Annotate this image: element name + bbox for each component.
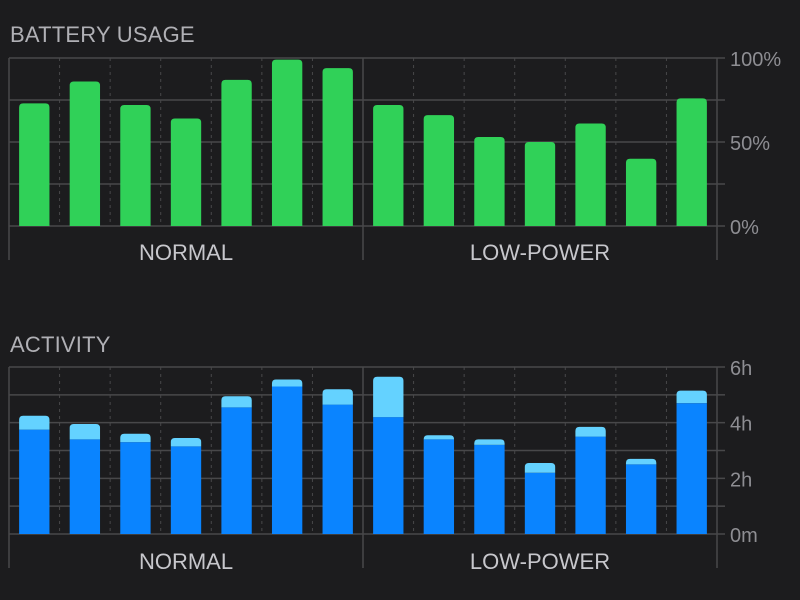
bar [221, 79, 252, 226]
bar-segment [474, 444, 505, 534]
bar-segment [625, 458, 657, 465]
battery-usage-panel: BATTERY USAGE 0% 50% 100% NORMAL LOW-POWER [8, 22, 781, 265]
bar [170, 118, 202, 226]
battery-usage-title: BATTERY USAGE [10, 22, 195, 47]
bar-segment [271, 386, 303, 534]
activity-panel: ACTIVITY 0m 2h 4h 6h NORMAL LOW-POWER [0, 310, 800, 600]
bar [423, 115, 455, 226]
group-label: NORMAL [139, 240, 233, 265]
bar-segment [19, 429, 50, 534]
y-tick-label: 4h [730, 414, 752, 436]
bar [625, 158, 657, 226]
y-tick-label: 0% [730, 217, 759, 239]
bar-segment [170, 446, 202, 534]
group-label: LOW-POWER [470, 549, 610, 574]
bar-segment [575, 436, 606, 534]
bar [373, 105, 404, 226]
bar-segment [120, 433, 151, 443]
bar-segment [676, 403, 707, 534]
bar-segment [373, 417, 404, 534]
bar [575, 123, 606, 226]
bar-segment [170, 437, 202, 447]
bar-segment [69, 424, 101, 440]
battery-usage-chart: 0% 50% 100% NORMAL LOW-POWER [8, 49, 781, 265]
bar-segment [221, 396, 252, 408]
y-tick-label: 100% [730, 49, 781, 71]
y-tick-label: 6h [730, 358, 752, 380]
bar [474, 136, 505, 226]
bar [69, 81, 101, 227]
activity-title: ACTIVITY [10, 332, 111, 357]
bar [524, 142, 556, 226]
bar-segment [322, 389, 353, 405]
bar [19, 103, 50, 226]
bar-segment [423, 439, 455, 534]
bar-segment [625, 464, 657, 534]
y-tick-label: 50% [730, 133, 770, 155]
bar [322, 68, 353, 226]
activity-chart: 0m 2h 4h 6h NORMAL LOW-POWER [8, 358, 758, 574]
bar-segment [676, 390, 707, 404]
y-tick-label: 2h [730, 469, 752, 491]
bar-segment [69, 439, 101, 534]
bar [271, 59, 303, 227]
group-label: LOW-POWER [470, 240, 610, 265]
bar-segment [19, 415, 50, 430]
group-label: NORMAL [139, 549, 233, 574]
bar-segment [221, 407, 252, 534]
bar [120, 105, 151, 226]
bar-segment [322, 404, 353, 534]
bar [676, 98, 707, 226]
bar-segment [575, 426, 606, 437]
bar-segment [120, 442, 151, 534]
bar-segment [524, 463, 556, 473]
bar-segment [474, 439, 505, 445]
bar-segment [271, 379, 303, 387]
bar-segment [423, 435, 455, 440]
bar-segment [373, 376, 404, 418]
y-tick-label: 0m [730, 525, 758, 547]
bar-segment [524, 472, 556, 534]
